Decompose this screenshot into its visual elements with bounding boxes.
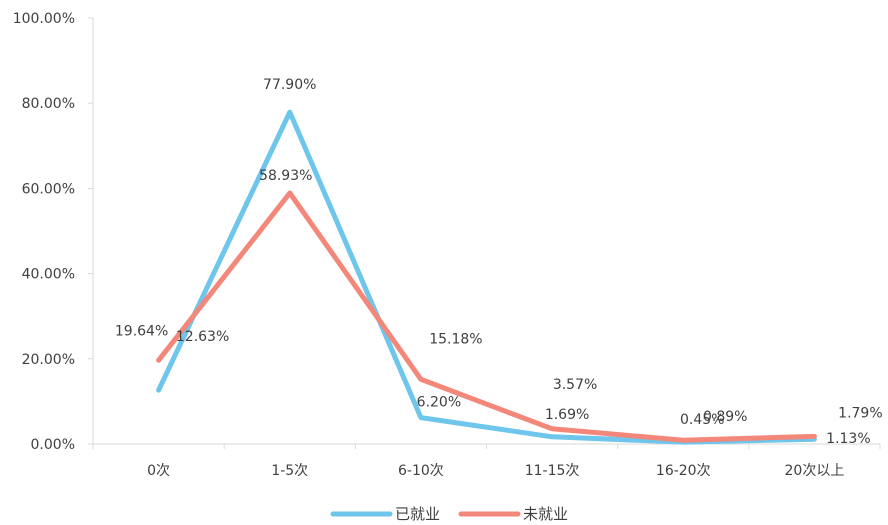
data-label: 1.69%	[545, 407, 589, 423]
data-label: 6.20%	[417, 395, 461, 411]
tick-labels: 0.00% 20.00% 40.00% 60.00% 80.00% 100.00% 0次 1-…	[13, 11, 845, 479]
legend-label-1: 未就业	[523, 505, 568, 523]
y-tick-label: 20.00%	[22, 352, 75, 368]
x-tick-label: 16-20次	[656, 463, 711, 479]
data-label: 0.89%	[703, 409, 747, 425]
legend-label-0: 已就业	[395, 505, 440, 523]
data-label: 58.93%	[259, 168, 312, 184]
axes	[88, 17, 881, 449]
y-tick-label: 80.00%	[22, 96, 75, 112]
data-label: 12.63%	[176, 329, 229, 345]
legend: 已就业 未就业	[330, 505, 568, 523]
data-label: 1.79%	[838, 405, 882, 421]
x-tick-label: 20次以上	[785, 463, 845, 479]
y-tick-label: 0.00%	[31, 437, 75, 453]
y-tick-label: 60.00%	[22, 181, 75, 197]
x-tick-label: 0次	[147, 463, 170, 479]
data-label: 15.18%	[429, 331, 482, 347]
data-labels: 12.63% 77.90% 6.20% 1.69% 0.45% 1.13% 19.64% 58…	[115, 77, 883, 447]
series-lines	[156, 109, 817, 445]
y-tick-label: 100.00%	[13, 11, 75, 27]
data-label: 77.90%	[263, 77, 316, 93]
data-label: 1.13%	[826, 431, 870, 447]
data-label: 3.57%	[553, 377, 597, 393]
series-line-1	[156, 190, 817, 443]
x-tick-label: 6-10次	[398, 463, 444, 479]
data-label: 0.45%	[680, 412, 724, 428]
y-tick-label: 40.00%	[22, 267, 75, 283]
data-label: 19.64%	[115, 323, 168, 339]
x-tick-label: 11-15次	[525, 463, 580, 479]
series-line-0	[156, 109, 817, 445]
x-tick-label: 1-5次	[271, 463, 308, 479]
